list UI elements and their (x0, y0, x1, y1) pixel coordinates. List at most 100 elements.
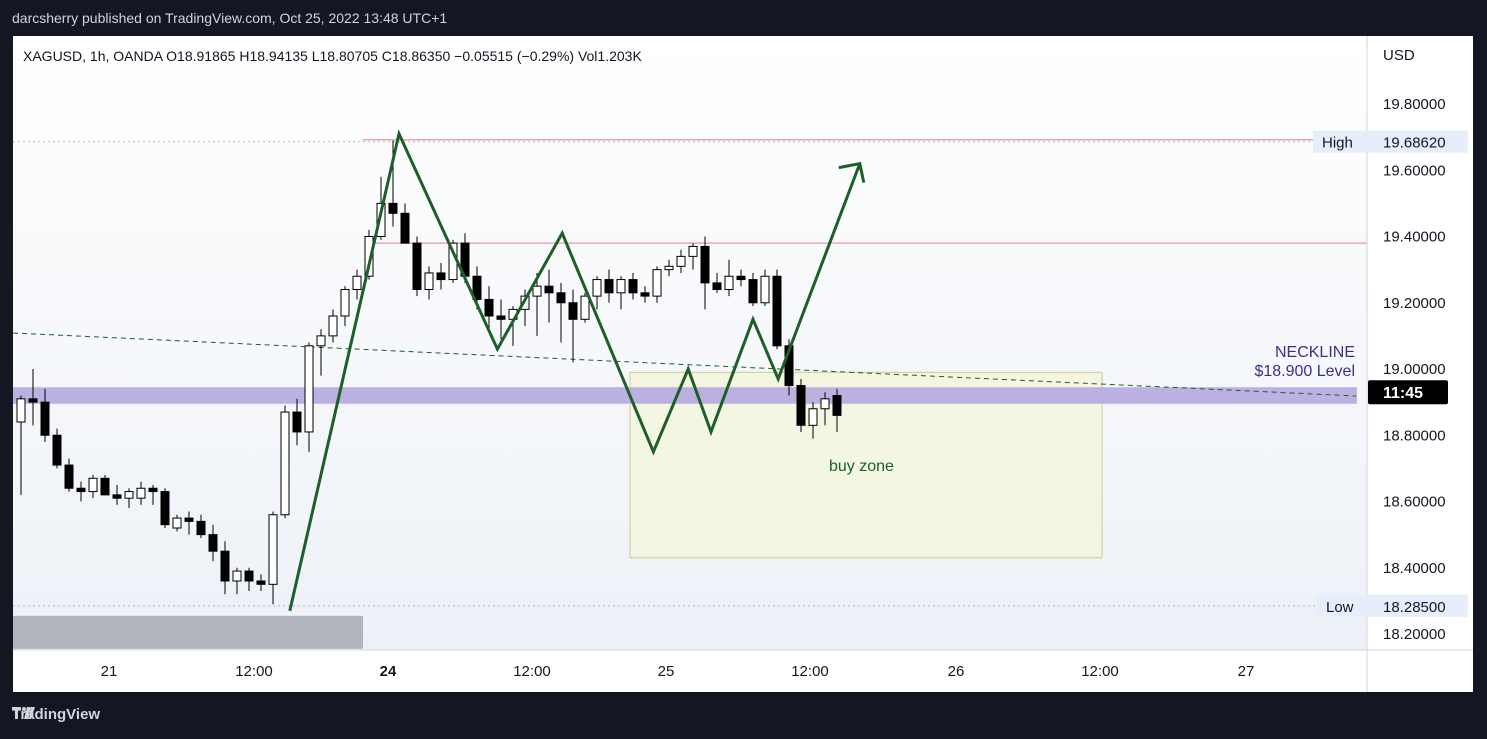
candle[interactable] (124, 488, 134, 509)
candle-body (484, 298, 494, 317)
candle[interactable] (100, 475, 110, 496)
candle-body (664, 265, 674, 271)
candle-body (148, 487, 158, 493)
neckline-level: $18.900 Level (1254, 363, 1355, 380)
candle[interactable] (412, 236, 422, 297)
candle[interactable] (424, 266, 434, 300)
price-tick: 19.80000 (1383, 96, 1446, 113)
neckline-title: NECKLINE (1275, 344, 1355, 361)
candle-body (340, 289, 350, 317)
candle[interactable] (616, 276, 626, 310)
candle-body (112, 494, 122, 499)
candle[interactable] (808, 402, 818, 439)
candle[interactable] (700, 236, 710, 310)
candle-body (172, 517, 182, 529)
candle[interactable] (340, 286, 350, 326)
high-label: High (1322, 135, 1353, 152)
candle[interactable] (52, 428, 62, 469)
candle[interactable] (136, 481, 146, 505)
candle[interactable] (820, 392, 830, 426)
neckline-trendline[interactable] (13, 332, 1357, 397)
candle[interactable] (316, 329, 326, 376)
high-price-box (1368, 130, 1468, 153)
candle[interactable] (184, 511, 194, 535)
candle[interactable] (196, 514, 206, 538)
neckline-band[interactable] (13, 387, 1357, 404)
candle[interactable] (172, 514, 182, 532)
candle[interactable] (712, 272, 722, 293)
candle[interactable] (148, 484, 158, 505)
candle[interactable] (220, 541, 230, 595)
candle[interactable] (748, 272, 758, 307)
projection-path[interactable] (288, 129, 862, 612)
time-tick: 21 (101, 663, 118, 680)
candle-body (592, 279, 602, 297)
candle[interactable] (568, 289, 578, 363)
candle-body (388, 202, 398, 214)
candle-body (268, 514, 278, 585)
candle-body (688, 245, 698, 257)
price-chart[interactable]: NECKLINE $18.900 Level buy zone XAGUSD, 1h,… (13, 36, 1473, 692)
candle-body (544, 285, 554, 294)
candle-body (52, 434, 62, 466)
candle[interactable] (688, 243, 698, 270)
candle-body (376, 202, 386, 237)
candle[interactable] (400, 203, 410, 244)
time-tick: 12:00 (791, 663, 829, 680)
candle[interactable] (496, 299, 506, 340)
price-tick: 19.00000 (1383, 361, 1446, 378)
candle-body (652, 269, 662, 297)
candle[interactable] (208, 524, 218, 562)
chart-area[interactable]: NECKLINE $18.900 Level buy zone XAGUSD, 1h,… (13, 36, 1473, 692)
candle[interactable] (28, 369, 38, 426)
time-tick: 26 (948, 663, 965, 680)
candle[interactable] (352, 269, 362, 300)
candle[interactable] (556, 282, 566, 343)
candle[interactable] (436, 263, 446, 290)
candle[interactable] (484, 286, 494, 330)
footer-brand[interactable]: TradingView (12, 706, 100, 723)
candle[interactable] (328, 309, 338, 343)
candle-body (136, 487, 146, 499)
candle[interactable] (76, 481, 86, 502)
candle[interactable] (580, 292, 590, 323)
candle[interactable] (244, 567, 254, 591)
candle[interactable] (112, 484, 122, 505)
price-tick: 19.20000 (1383, 295, 1446, 312)
candle[interactable] (832, 388, 842, 432)
candle[interactable] (724, 259, 734, 297)
candle[interactable] (40, 388, 50, 442)
candle-body (472, 275, 482, 300)
candle-body (436, 272, 446, 281)
candle-body (208, 534, 218, 552)
candle-body (244, 570, 254, 582)
candle[interactable] (640, 286, 650, 303)
candle[interactable] (736, 269, 746, 287)
candle[interactable] (664, 259, 674, 277)
candle[interactable] (628, 272, 638, 300)
price-tick: 18.40000 (1383, 560, 1446, 577)
price-tick: 18.60000 (1383, 494, 1446, 511)
candle[interactable] (64, 458, 74, 492)
candle[interactable] (772, 269, 782, 350)
candle[interactable] (592, 276, 602, 310)
candle[interactable] (292, 398, 302, 446)
time-tick: 27 (1238, 663, 1255, 680)
price-tick: 19.40000 (1383, 229, 1446, 246)
candle[interactable] (268, 511, 278, 605)
candle[interactable] (88, 475, 98, 499)
candle[interactable] (256, 574, 266, 591)
candle[interactable] (304, 342, 314, 452)
candle[interactable] (544, 269, 554, 323)
candle[interactable] (676, 249, 686, 273)
candle[interactable] (232, 567, 242, 595)
candle[interactable] (652, 266, 662, 303)
candle[interactable] (604, 269, 614, 303)
candle[interactable] (280, 405, 290, 519)
candle[interactable] (160, 488, 170, 528)
tradingview-logo-icon (12, 707, 35, 719)
candle[interactable] (760, 269, 770, 307)
candle[interactable] (796, 378, 806, 432)
candle[interactable] (16, 395, 26, 495)
candle[interactable] (532, 272, 542, 336)
